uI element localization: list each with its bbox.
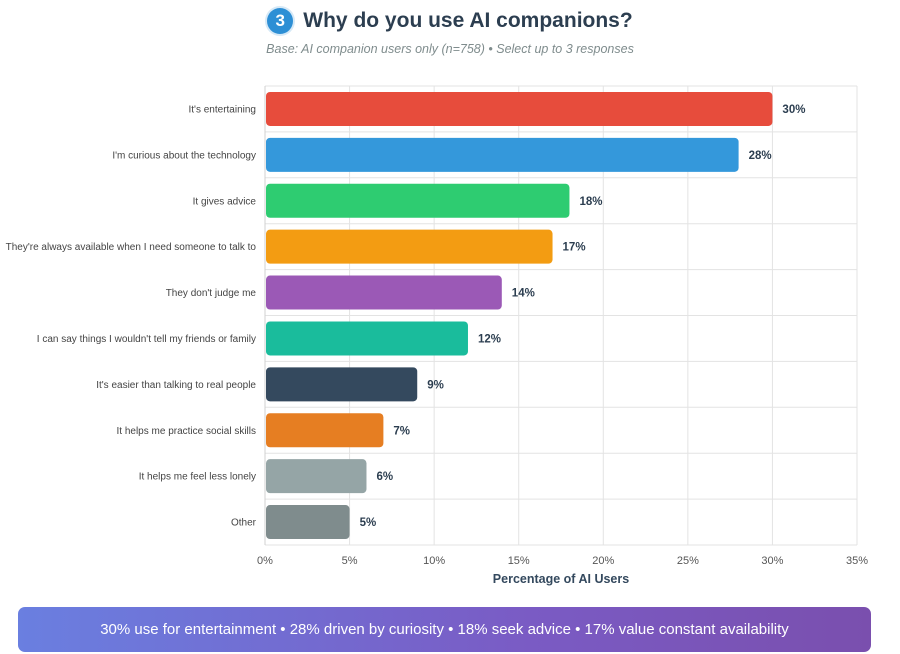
summary-text: 30% use for entertainment • 28% driven b… xyxy=(100,621,789,638)
category-label: It helps me feel less lonely xyxy=(139,472,256,483)
category-label: I'm curious about the technology xyxy=(112,150,256,161)
bar-chart: 0% 5% 10% 15% 20% 25% 30% 35% Percentage of AI U… xyxy=(6,85,868,586)
x-tick-label: 30% xyxy=(761,555,783,567)
data-label: 5% xyxy=(360,517,377,529)
data-label: 18% xyxy=(579,196,602,208)
x-axis-label: Percentage of AI Users xyxy=(493,572,629,586)
chart-subtitle: Base: AI companion users only (n=758) • … xyxy=(266,42,634,56)
x-tick-label: 15% xyxy=(508,555,530,567)
data-label: 17% xyxy=(563,242,586,254)
bar xyxy=(266,229,553,264)
bar xyxy=(266,367,418,402)
data-label: 12% xyxy=(478,333,501,345)
data-label: 9% xyxy=(427,379,444,391)
data-label: 30% xyxy=(782,104,805,116)
category-label: It gives advice xyxy=(193,196,257,207)
x-tick-label: 10% xyxy=(423,555,445,567)
chart-header: 3 Why do you use AI companions? Base: AI… xyxy=(0,8,900,56)
category-label: They don't judge me xyxy=(166,288,257,299)
category-label: It's easier than talking to real people xyxy=(96,380,256,391)
x-tick-label: 5% xyxy=(342,555,358,567)
bar xyxy=(266,459,367,494)
bar xyxy=(266,91,773,126)
bar xyxy=(266,137,739,172)
data-label: 6% xyxy=(376,471,393,483)
x-tick-label: 35% xyxy=(846,555,868,567)
bar xyxy=(266,275,502,310)
x-tick-label: 0% xyxy=(257,555,273,567)
data-label: 14% xyxy=(512,288,535,300)
question-number-badge: 3 xyxy=(267,8,294,34)
bar xyxy=(266,413,384,448)
data-label: 28% xyxy=(749,150,772,162)
category-label: It's entertaining xyxy=(188,104,256,115)
summary-banner: 30% use for entertainment • 28% driven b… xyxy=(18,607,871,652)
bar xyxy=(266,321,468,356)
bar xyxy=(266,183,570,218)
category-label: They're always available when I need som… xyxy=(6,242,257,253)
category-label: I can say things I wouldn't tell my frie… xyxy=(37,334,256,345)
title-row: 3 Why do you use AI companions? xyxy=(267,8,633,34)
category-label: It helps me practice social skills xyxy=(117,426,257,437)
x-tick-label: 20% xyxy=(592,555,614,567)
bar xyxy=(266,505,350,540)
chart-title: Why do you use AI companions? xyxy=(303,9,633,32)
data-label: 7% xyxy=(393,425,410,437)
category-label: Other xyxy=(231,518,257,529)
x-tick-label: 25% xyxy=(677,555,699,567)
